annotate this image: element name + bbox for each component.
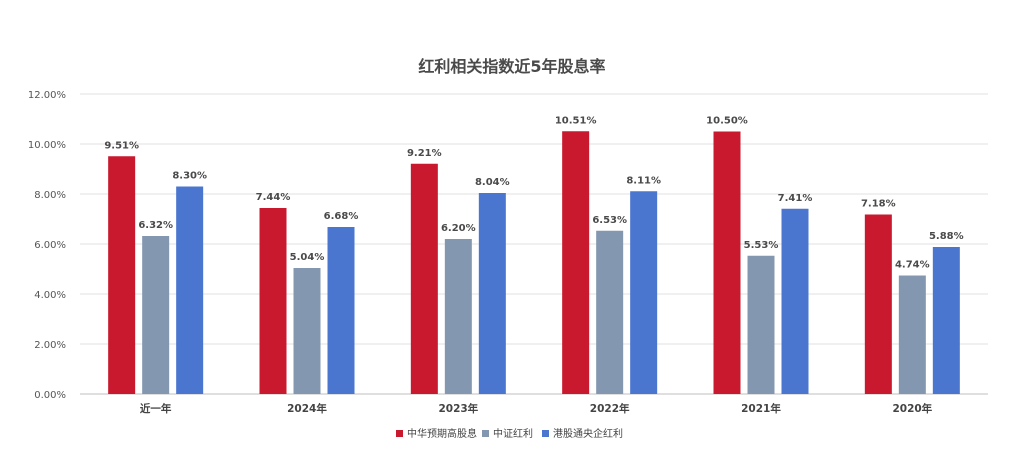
data-label: 6.68%	[324, 211, 359, 222]
x-tick-label: 近一年	[140, 402, 172, 415]
bar	[713, 131, 741, 394]
legend-label: 中华预期高股息	[407, 427, 477, 440]
data-label: 5.04%	[290, 252, 325, 263]
bar	[478, 193, 506, 394]
legend-swatch	[396, 430, 403, 437]
data-label: 10.50%	[706, 116, 748, 127]
data-label: 6.20%	[441, 223, 476, 234]
y-tick-label: 6.00%	[34, 240, 66, 251]
data-label: 6.32%	[138, 220, 173, 231]
legend-label: 中证红利	[493, 427, 533, 440]
data-label: 7.44%	[256, 192, 291, 203]
y-tick-label: 2.00%	[34, 340, 66, 351]
bar	[176, 186, 204, 394]
x-tick-label: 2020年	[892, 402, 932, 415]
bar	[259, 208, 287, 394]
x-tick-label: 2023年	[438, 402, 478, 415]
bar	[142, 236, 170, 394]
bars	[108, 131, 960, 394]
bar	[781, 208, 809, 394]
data-label: 9.51%	[104, 140, 139, 151]
gridlines	[80, 93, 988, 395]
bar	[864, 214, 892, 394]
data-label: 5.88%	[929, 231, 964, 242]
data-label: 8.30%	[172, 171, 207, 182]
data-label: 8.11%	[626, 175, 661, 186]
legend: 中华预期高股息 中证红利 港股通央企红利	[396, 427, 623, 440]
bar	[898, 275, 926, 394]
data-label: 4.74%	[895, 260, 930, 271]
bar	[562, 131, 590, 394]
bar	[327, 227, 355, 394]
data-labels: 9.51% 6.32% 8.30% 7.44% 5.04% 6.68% 9.21% 6.20%…	[104, 115, 963, 270]
bar	[596, 230, 624, 394]
y-tick-label: 8.00%	[34, 190, 66, 201]
x-axis-ticks: 近一年 2024年 2023年 2022年 2021年 2020年	[140, 402, 933, 415]
bar	[108, 156, 136, 394]
data-label: 9.21%	[407, 148, 442, 159]
bar	[932, 247, 960, 394]
bar	[630, 191, 658, 394]
legend-label: 港股通央企红利	[553, 427, 623, 440]
data-label: 10.51%	[555, 115, 597, 126]
data-label: 7.18%	[861, 199, 896, 210]
data-label: 7.41%	[778, 193, 813, 204]
x-tick-label: 2021年	[741, 402, 781, 415]
bar	[444, 239, 472, 394]
chart-title: 红利相关指数近5年股息率	[418, 57, 605, 76]
legend-swatch	[542, 430, 549, 437]
y-tick-label: 12.00%	[28, 90, 66, 101]
bar	[410, 163, 438, 394]
x-tick-label: 2022年	[590, 402, 630, 415]
data-label: 5.53%	[744, 240, 779, 251]
y-tick-label: 10.00%	[28, 140, 66, 151]
data-label: 6.53%	[592, 215, 627, 226]
bar	[293, 268, 321, 394]
bar	[747, 255, 775, 394]
y-tick-label: 4.00%	[34, 290, 66, 301]
x-tick-label: 2024年	[287, 402, 327, 415]
y-tick-label: 0.00%	[34, 390, 66, 401]
y-axis-ticks: 0.00% 2.00% 4.00% 6.00% 8.00% 10.00% 12.00%	[28, 90, 66, 401]
legend-swatch	[482, 430, 489, 437]
data-label: 8.04%	[475, 177, 510, 188]
